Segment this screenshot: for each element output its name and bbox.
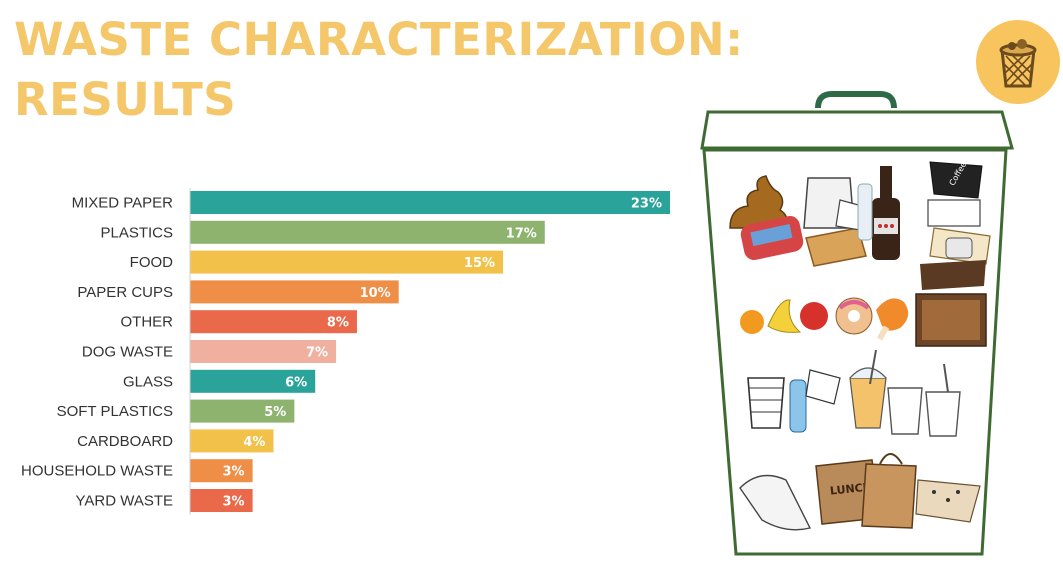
value-label-paper-cups: 10% — [360, 286, 391, 301]
category-label-household-waste: HOUSEHOLD WASTE — [21, 463, 173, 480]
bar-soft-plastics — [190, 399, 295, 423]
value-label-plastics: 17% — [506, 226, 537, 241]
bar-other — [190, 310, 357, 334]
bar-mixed-paper — [190, 191, 670, 214]
category-label-other: OTHER — [121, 314, 174, 331]
bar-food — [190, 250, 504, 274]
bar-yard-waste — [190, 489, 253, 512]
category-label-mixed-paper: MIXED PAPER — [72, 195, 174, 212]
trash-basket-icon — [976, 20, 1060, 104]
category-label-paper-cups: PAPER CUPS — [77, 284, 173, 301]
value-label-mixed-paper: 23% — [631, 197, 662, 212]
value-label-soft-plastics: 5% — [264, 405, 286, 420]
value-label-food: 15% — [464, 256, 495, 271]
bar-plastics — [190, 220, 545, 244]
bar-household-waste — [190, 459, 253, 483]
trash-bin-illustration: Coffee LUNCH — [700, 91, 1014, 556]
value-label-other: 8% — [327, 316, 349, 331]
category-label-yard-waste: YARD WASTE — [75, 493, 173, 510]
value-label-cardboard: 4% — [243, 435, 265, 450]
category-label-food: FOOD — [130, 254, 173, 271]
category-label-glass: GLASS — [123, 373, 173, 390]
value-label-yard-waste: 3% — [223, 495, 245, 510]
bar-dog-waste — [190, 340, 337, 363]
bar-chart: MIXED PAPER 23% PLASTICS 17% FOOD 15% PAPER CU… — [21, 188, 670, 515]
category-label-soft-plastics: SOFT PLASTICS — [57, 403, 173, 420]
category-label-dog-waste: DOG WASTE — [82, 344, 173, 361]
value-label-glass: 6% — [285, 375, 307, 390]
bar-paper-cups — [190, 280, 399, 304]
lunch-bag-text: LUNCH — [829, 480, 872, 497]
category-label-plastics: PLASTICS — [100, 224, 173, 241]
bar-glass — [190, 369, 316, 393]
category-label-cardboard: CARDBOARD — [77, 433, 173, 450]
value-label-dog-waste: 7% — [306, 346, 328, 361]
page-title: WASTE CHARACTERIZATION: RESULTS — [14, 13, 744, 126]
value-label-household-waste: 3% — [223, 465, 245, 480]
bar-cardboard — [190, 429, 274, 453]
